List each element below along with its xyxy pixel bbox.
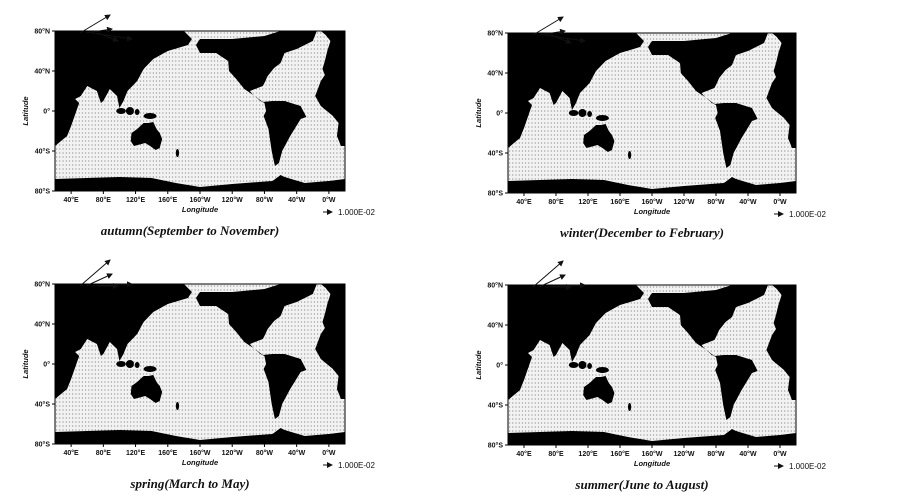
y-tick-label: 40°S [35, 401, 51, 409]
y-tick-label: 80°N [487, 30, 503, 38]
x-axis-label: Longitude [182, 205, 218, 214]
x-tick-label: 160°E [158, 449, 177, 457]
x-tick-label: 160°W [189, 449, 210, 457]
x-tick-label: 0°W [322, 449, 336, 457]
x-tick-label: 40°E [63, 449, 79, 457]
x-tick-label: 40°E [63, 196, 79, 204]
x-tick-label: 120°E [126, 196, 145, 204]
x-tick-label: 80°E [548, 198, 564, 206]
y-tick-label: 0° [43, 361, 50, 369]
x-tick-label: 80°E [548, 450, 564, 458]
vector [79, 14, 111, 34]
map-panel: 40°E 80°E 120°E 160°E 160°W 120°W 80°W 40°W 0°W 8… [21, 259, 375, 491]
map [508, 33, 796, 193]
x-tick-label: 120°W [673, 198, 694, 206]
x-axis-label: Longitude [634, 207, 670, 216]
x-tick-label: 120°W [673, 450, 694, 458]
y-tick-label: 40°N [487, 322, 503, 330]
y-tick-label: 80°S [488, 190, 504, 198]
x-tick-label: 0°W [773, 198, 787, 206]
reference-label: 1.000E-02 [789, 462, 826, 471]
x-axis-label: Longitude [182, 458, 218, 467]
x-tick-label: 0°W [773, 450, 787, 458]
x-tick-label: 40°W [288, 196, 306, 204]
y-tick-label: 40°S [488, 150, 504, 158]
x-tick-label: 120°W [222, 449, 243, 457]
x-tick-label: 40°W [288, 449, 306, 457]
caption: spring(March to May) [129, 476, 249, 491]
vector [532, 260, 564, 288]
y-tick-label: 80°N [34, 28, 50, 36]
x-tick-label: 80°W [256, 196, 274, 204]
x-tick-label: 160°W [189, 196, 210, 204]
x-tick-label: 40°E [516, 198, 532, 206]
x-tick-label: 120°E [578, 450, 597, 458]
vector [538, 28, 566, 36]
y-tick-label: 0° [496, 362, 503, 370]
y-axis-label: Latitude [21, 349, 30, 378]
y-tick-label: 40°N [34, 68, 50, 76]
x-tick-label: 120°W [222, 196, 243, 204]
y-tick-label: 80°N [487, 282, 503, 290]
reference-label: 1.000E-02 [789, 210, 826, 219]
vector [538, 274, 566, 288]
x-tick-label: 160°E [610, 450, 629, 458]
x-tick-label: 40°E [516, 450, 532, 458]
map [55, 284, 345, 444]
x-axis-label: Longitude [634, 459, 670, 468]
y-tick-label: 40°S [488, 402, 504, 410]
vector [532, 16, 564, 36]
y-tick-label: 40°S [35, 148, 51, 156]
map-panel: 40°E 80°E 120°E 160°E 160°W 120°W 80°W 40°W 0°W 8… [474, 16, 826, 240]
caption: winter(December to February) [560, 225, 724, 240]
map-panel: 40°E 80°E 120°E 160°E 160°W 120°W 80°W 40°W 0°W 8… [474, 260, 826, 492]
reference-label: 1.000E-02 [338, 208, 375, 217]
x-tick-label: 160°E [158, 196, 177, 204]
y-tick-label: 40°N [487, 70, 503, 78]
x-tick-label: 160°W [641, 198, 662, 206]
y-tick-label: 40°N [34, 321, 50, 329]
y-tick-label: 80°S [35, 441, 51, 449]
y-tick-label: 0° [496, 110, 503, 118]
reference-label: 1.000E-02 [338, 461, 375, 470]
x-tick-label: 80°E [96, 196, 112, 204]
map [55, 31, 345, 191]
x-tick-label: 160°W [641, 450, 662, 458]
vector [97, 32, 119, 42]
x-tick-label: 160°E [610, 198, 629, 206]
y-tick-label: 80°N [34, 281, 50, 289]
x-tick-label: 0°W [322, 196, 336, 204]
vector [91, 32, 133, 42]
x-tick-label: 80°W [256, 449, 274, 457]
caption: autumn(September to November) [101, 223, 279, 238]
x-tick-label: 80°W [707, 198, 725, 206]
x-tick-label: 40°W [739, 198, 757, 206]
x-tick-label: 80°W [707, 450, 725, 458]
vector [85, 273, 113, 287]
vector [85, 26, 113, 34]
x-tick-label: 80°E [96, 449, 112, 457]
x-tick-label: 120°E [578, 198, 597, 206]
vector [550, 34, 572, 44]
y-axis-label: Latitude [474, 350, 483, 379]
map [508, 285, 796, 445]
y-tick-label: 80°S [35, 188, 51, 196]
vector [79, 259, 111, 287]
y-tick-label: 0° [43, 108, 50, 116]
map-panel: 40°E 80°E 120°E 160°E 160°W 120°W 80°W 40°W 0°W 8… [21, 14, 375, 238]
vector [544, 34, 586, 44]
x-tick-label: 40°W [739, 450, 757, 458]
x-tick-label: 120°E [126, 449, 145, 457]
caption: summer(June to August) [574, 477, 708, 492]
y-tick-label: 80°S [488, 442, 504, 450]
y-axis-label: Latitude [21, 96, 30, 125]
y-axis-label: Latitude [474, 98, 483, 127]
